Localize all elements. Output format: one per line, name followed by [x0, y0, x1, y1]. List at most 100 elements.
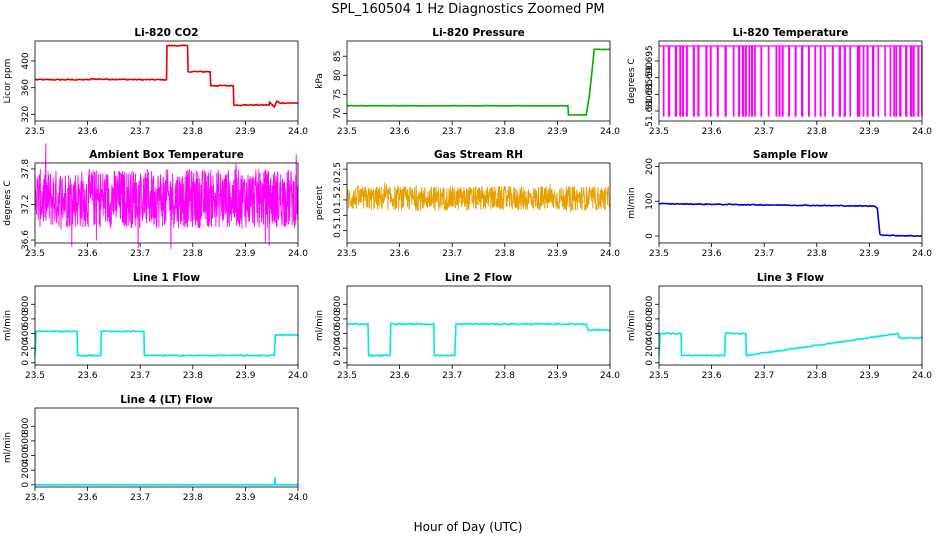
- x-tick-label: 23.6: [78, 371, 98, 381]
- y-tick-label: 2.5: [333, 162, 343, 176]
- plot-frame: [34, 162, 299, 244]
- y-tick-label: 800: [21, 417, 31, 434]
- x-tick-label: 23.6: [390, 371, 410, 381]
- y-tick-label: 0: [21, 482, 31, 488]
- x-tick-label: 23.6: [78, 493, 98, 503]
- x-tick-label: 24.0: [600, 371, 620, 381]
- x-tick-label: 23.8: [807, 249, 827, 259]
- y-tick-label: 600: [21, 310, 31, 327]
- x-tick-label: 23.5: [25, 371, 45, 381]
- x-tick-label: 23.5: [649, 249, 669, 259]
- y-axis-label: degrees C: [3, 180, 13, 225]
- panel-title: Line 1 Flow: [133, 272, 200, 284]
- x-tick-label: 23.5: [649, 127, 669, 137]
- y-tick-label: 80: [333, 69, 343, 81]
- panel-title: Sample Flow: [753, 149, 828, 161]
- y-axis-label: ml/min: [627, 310, 637, 341]
- y-tick-label: 0: [333, 360, 343, 366]
- x-tick-label: 23.6: [702, 127, 722, 137]
- x-tick-label: 23.5: [337, 371, 357, 381]
- y-tick-label: 0: [645, 360, 655, 366]
- x-tick-label: 23.9: [235, 127, 255, 137]
- x-tick-label: 23.7: [130, 127, 150, 137]
- x-tick-label: 23.8: [495, 249, 515, 259]
- x-tick-label: 23.6: [78, 249, 98, 259]
- figure-title: SPL_160504 1 Hz Diagnostics Zoomed PM: [331, 2, 604, 17]
- x-tick-label: 24.0: [600, 249, 620, 259]
- x-tick-label: 23.7: [442, 249, 462, 259]
- plot-frame: [34, 40, 299, 122]
- y-tick-label: 36.6: [21, 230, 31, 250]
- y-tick-label: 800: [21, 295, 31, 312]
- y-tick-label: 360: [21, 79, 31, 96]
- x-tick-label: 23.7: [754, 371, 774, 381]
- y-tick-label: 51.680: [645, 95, 655, 127]
- y-tick-label: 0: [21, 360, 31, 366]
- x-tick-label: 23.6: [390, 249, 410, 259]
- y-tick-label: 200: [333, 339, 343, 356]
- y-tick-label: 0: [645, 233, 655, 239]
- panel-title: Ambient Box Temperature: [89, 149, 244, 161]
- y-tick-label: 200: [21, 339, 31, 356]
- y-tick-label: 70: [333, 107, 343, 119]
- y-tick-label: 200: [21, 461, 31, 478]
- x-tick-label: 23.5: [25, 127, 45, 137]
- x-tick-label: 23.9: [547, 127, 567, 137]
- data-line: [346, 48, 611, 116]
- y-axis-label: kPa: [315, 73, 325, 89]
- x-tick-label: 23.9: [859, 371, 879, 381]
- x-tick-label: 24.0: [288, 371, 308, 381]
- plot-frame: [658, 285, 923, 366]
- x-tick-label: 23.9: [859, 249, 879, 259]
- panel-2: Li-820 Pressure kPa 23.5 23.6 23.7 23.8 23.9 24…: [315, 27, 620, 137]
- x-tick-label: 23.7: [754, 127, 774, 137]
- y-tick-label: 400: [21, 52, 31, 69]
- y-tick-label: 1.5: [333, 193, 343, 207]
- y-tick-label: 37.8: [21, 159, 31, 179]
- x-tick-label: 23.7: [442, 371, 462, 381]
- panel-title: Gas Stream RH: [434, 149, 523, 161]
- x-tick-label: 24.0: [912, 371, 932, 381]
- x-tick-label: 23.8: [807, 371, 827, 381]
- panel-7: Line 1 Flow ml/min 23.5 23.6 23.7 23.8 23.9 24.…: [3, 272, 308, 381]
- y-axis-label: ml/min: [315, 310, 325, 341]
- data-line: [658, 332, 923, 357]
- x-tick-label: 23.5: [25, 249, 45, 259]
- y-tick-label: 400: [645, 325, 655, 342]
- data-trace: [34, 143, 299, 249]
- x-tick-label: 23.9: [547, 371, 567, 381]
- y-tick-label: 2.0: [333, 177, 343, 192]
- panel-title: Li-820 Pressure: [432, 27, 525, 39]
- y-tick-label: 37.2: [21, 194, 31, 214]
- x-tick-label: 23.6: [702, 249, 722, 259]
- x-tick-label: 23.8: [183, 371, 203, 381]
- x-tick-label: 23.9: [859, 127, 879, 137]
- y-tick-label: 85: [333, 51, 343, 62]
- plot-frame: [658, 162, 923, 244]
- x-tick-label: 23.5: [25, 493, 45, 503]
- panel-5: Gas Stream RH percent 23.5 23.6 23.7 23.8 23.9…: [315, 149, 620, 259]
- x-tick-label: 23.7: [130, 371, 150, 381]
- y-tick-label: 51.685: [645, 79, 655, 111]
- y-axis-label: degrees C: [627, 58, 637, 103]
- plot-frame: [346, 40, 611, 122]
- x-tick-label: 24.0: [600, 127, 620, 137]
- panel-title: Line 4 (LT) Flow: [120, 394, 213, 406]
- panel-10: Line 4 (LT) Flow ml/min 23.5 23.6 23.7 23.8 23…: [3, 394, 308, 503]
- data-line: [659, 45, 923, 117]
- y-tick-label: 51.690: [645, 62, 655, 94]
- panel-title: Line 2 Flow: [445, 272, 512, 284]
- x-tick-label: 23.8: [495, 371, 515, 381]
- y-tick-label: 800: [333, 295, 343, 312]
- x-tick-label: 23.5: [337, 249, 357, 259]
- x-tick-label: 23.5: [649, 371, 669, 381]
- y-axis-label: percent: [315, 185, 325, 220]
- data-line: [658, 202, 923, 238]
- x-tick-label: 23.6: [390, 127, 410, 137]
- plot-frame: [346, 162, 611, 244]
- x-tick-label: 23.8: [183, 249, 203, 259]
- x-tick-label: 23.7: [130, 249, 150, 259]
- plot-frame: [34, 407, 299, 488]
- x-tick-label: 23.7: [754, 249, 774, 259]
